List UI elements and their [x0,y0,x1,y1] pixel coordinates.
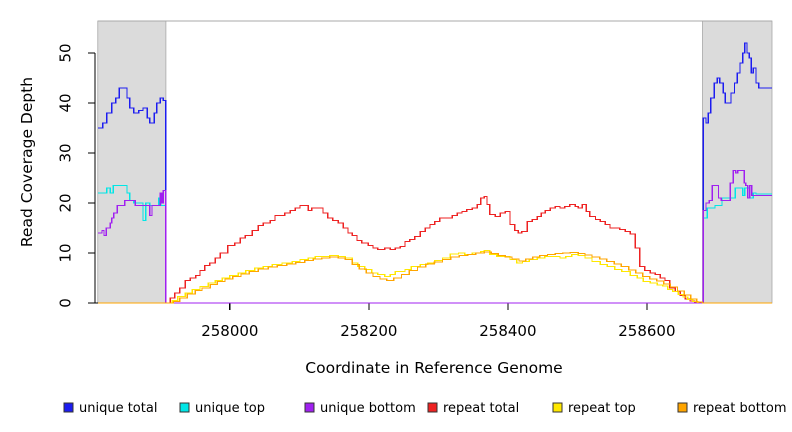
series-unique-total [97,42,772,304]
legend-label: repeat top [568,401,636,416]
legend-label: repeat total [443,401,519,416]
series-unique-bottom [97,169,772,304]
shaded-region [97,20,167,304]
x-tick-label: 258400 [479,322,536,340]
y-tick-label: 10 [56,243,74,262]
legend-swatch [63,402,74,413]
x-tick-label: 258000 [201,322,258,340]
legend-label: repeat bottom [693,401,787,416]
y-tick-label: 40 [56,93,74,112]
legend-label: unique top [195,401,265,416]
x-tick-label: 258600 [618,322,675,340]
y-axis-title: Read Coverage Depth [18,76,36,248]
y-tick-label: 50 [56,43,74,62]
legend-label: unique total [79,401,157,416]
x-tick-label: 258200 [340,322,397,340]
y-tick-label: 0 [56,298,74,308]
legend-swatch [677,402,688,413]
shaded-region [702,20,773,304]
legend-swatch [304,402,315,413]
legend-swatch [179,402,190,413]
legend-swatch [552,402,563,413]
y-tick-label: 20 [56,193,74,212]
legend-label: unique bottom [320,401,416,416]
x-axis-title: Coordinate in Reference Genome [305,359,563,377]
legend-swatch [427,402,438,413]
series-repeat-bottom [97,251,772,304]
series-repeat-top [165,249,699,304]
series-repeat-total [165,195,702,304]
y-tick-label: 30 [56,143,74,162]
